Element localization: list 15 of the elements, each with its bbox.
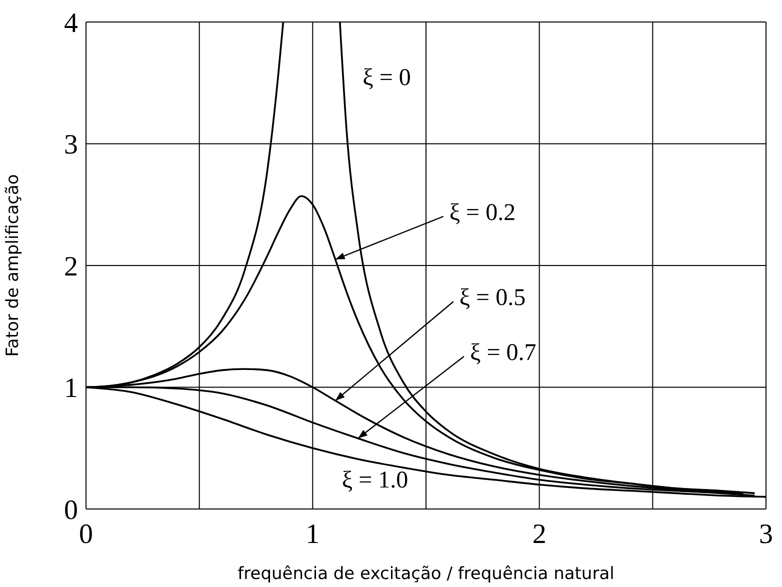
- y-tick-label: 4: [64, 8, 78, 39]
- y-tick-label: 2: [64, 251, 78, 282]
- y-tick-label: 0: [64, 494, 78, 526]
- y-tick-label: 1: [64, 373, 78, 404]
- annotation: ξ = 1.0: [342, 468, 408, 494]
- x-tick-label: 1: [306, 518, 320, 550]
- annotation: ξ = 0.2: [449, 200, 516, 226]
- annotation: ξ = 0.7: [470, 340, 536, 366]
- annotation: ξ = 0.5: [459, 285, 526, 312]
- x-axis-title: frequência de excitação / frequência natural: [238, 564, 614, 584]
- x-tick-label: 3: [759, 518, 773, 550]
- y-axis-title: Fator de amplificação: [3, 174, 24, 357]
- annotation: ξ = 0: [362, 65, 411, 92]
- y-tick-label: 3: [64, 130, 78, 161]
- x-tick-label: 2: [532, 518, 546, 550]
